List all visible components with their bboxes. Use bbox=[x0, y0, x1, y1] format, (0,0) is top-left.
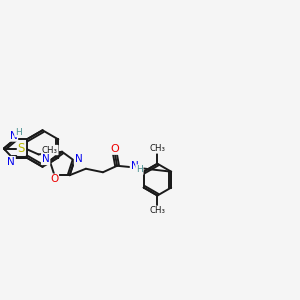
Text: O: O bbox=[111, 144, 119, 154]
Text: H: H bbox=[15, 128, 22, 136]
Text: CH₃: CH₃ bbox=[42, 146, 58, 154]
Text: N: N bbox=[10, 131, 17, 141]
Text: N: N bbox=[130, 161, 138, 171]
Text: O: O bbox=[50, 174, 58, 184]
Text: N: N bbox=[7, 157, 15, 167]
Text: H: H bbox=[136, 165, 143, 174]
Text: S: S bbox=[18, 142, 25, 155]
Text: N: N bbox=[42, 154, 50, 164]
Text: CH₃: CH₃ bbox=[149, 144, 165, 153]
Text: N: N bbox=[75, 154, 83, 164]
Text: CH₃: CH₃ bbox=[149, 206, 165, 215]
